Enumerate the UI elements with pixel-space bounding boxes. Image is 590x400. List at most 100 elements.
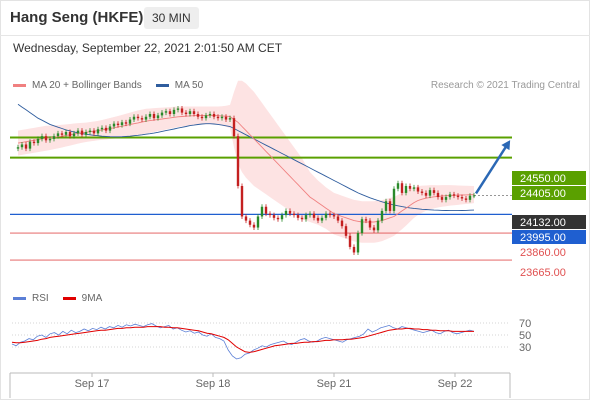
candle-body (28, 141, 32, 149)
candle-body (284, 210, 288, 216)
candle-body (308, 213, 312, 216)
candle-body (72, 133, 76, 137)
candle-body (460, 197, 464, 199)
candle-body (124, 122, 128, 124)
candle-body (276, 217, 280, 220)
rsi-legend: RSI 9MA (13, 293, 116, 304)
candle-body (356, 233, 360, 253)
legend-label-ma20: MA 20 + Bollinger Bands (32, 80, 142, 91)
candle-body (256, 216, 260, 228)
candle-body (312, 213, 316, 218)
legend-label-ma50: MA 50 (174, 80, 204, 91)
candle-body (408, 186, 412, 189)
candle-body (428, 190, 432, 196)
candle-body (224, 116, 228, 120)
bollinger-band (18, 80, 474, 243)
rsi-tick-label: 50 (519, 330, 531, 342)
instrument-title: Hang Seng (HKFE) (10, 9, 144, 26)
candle-body (100, 127, 104, 130)
x-tick-label: Sep 17 (75, 378, 110, 390)
candle-body (440, 197, 444, 200)
rsi-tick-label: 30 (519, 342, 531, 354)
candle-body (288, 210, 292, 214)
x-tick-label: Sep 18 (196, 378, 231, 390)
candle-body (332, 215, 336, 217)
candle-body (316, 217, 320, 221)
candle-body (148, 114, 152, 117)
candle-body (176, 108, 180, 110)
candle-body (232, 118, 236, 137)
candle-body (56, 133, 60, 137)
candle-body (364, 219, 368, 221)
legend-item-ma20: MA 20 + Bollinger Bands (13, 80, 142, 91)
legend-item-9ma: 9MA (62, 293, 102, 304)
candle-body (352, 246, 356, 253)
timestamp: Wednesday, September 22, 2021 2:01:50 AM… (13, 41, 283, 55)
candle-body (52, 136, 56, 139)
candle-body (420, 191, 424, 193)
candle-body (204, 115, 208, 119)
candle-body (132, 116, 136, 120)
candle-body (220, 116, 224, 119)
candle-body (40, 136, 44, 139)
candle-body (344, 226, 348, 236)
candle-body (24, 144, 28, 149)
candle-body (160, 112, 164, 116)
price-label-box (512, 186, 586, 200)
candle-body (208, 114, 212, 116)
candle-body (184, 112, 188, 114)
price-label-box (512, 230, 586, 244)
x-tick-label: Sep 21 (317, 378, 352, 390)
candle-body (112, 123, 116, 127)
candle-body (260, 206, 264, 217)
legend-item-rsi: RSI (13, 293, 49, 304)
candle-body (400, 183, 404, 193)
header-divider (0, 35, 590, 36)
candle-body (36, 138, 40, 144)
candle-body (436, 192, 440, 198)
candle-body (104, 127, 108, 131)
main-legend: MA 20 + Bollinger Bands MA 50 (13, 80, 217, 91)
candle-body (448, 194, 452, 198)
legend-swatch-rsi (13, 297, 26, 300)
candle-body (324, 213, 328, 218)
forecast-arrow-head (501, 140, 511, 151)
candle-body (348, 235, 352, 247)
candle-body (140, 118, 144, 120)
candle-body (16, 147, 20, 149)
candle-body (240, 186, 244, 217)
price-label-resistance: 24405.00 (520, 188, 566, 200)
candle-body (76, 130, 80, 134)
price-label-box (512, 171, 586, 185)
legend-item-ma50: MA 50 (155, 80, 204, 91)
candle-body (64, 132, 68, 135)
candle-body (116, 123, 120, 126)
candle-body (272, 215, 276, 218)
candle-body (468, 195, 472, 200)
candle-body (360, 219, 364, 234)
candle-body (464, 198, 468, 200)
candle-body (372, 227, 376, 231)
candle-body (152, 114, 156, 119)
candle-body (192, 111, 196, 114)
candle-body (412, 187, 416, 189)
candle-body (60, 133, 64, 135)
candle-body (452, 194, 456, 196)
candle-body (168, 111, 172, 114)
interval-selector[interactable]: 30 MIN (144, 7, 199, 29)
price-label-box (512, 215, 586, 229)
candle-body (384, 201, 388, 211)
candle-body (396, 183, 400, 189)
candle-body (88, 130, 92, 132)
price-label-resistance: 24550.00 (520, 173, 566, 185)
candle-body (156, 115, 160, 119)
candle-body (44, 136, 48, 141)
candle-body (456, 195, 460, 198)
forecast-arrow-shaft (474, 142, 510, 195)
candle-body (404, 186, 408, 193)
candle-body (172, 109, 176, 114)
candle-body (432, 190, 436, 193)
candle-body (368, 220, 372, 228)
candle-body (264, 206, 268, 214)
